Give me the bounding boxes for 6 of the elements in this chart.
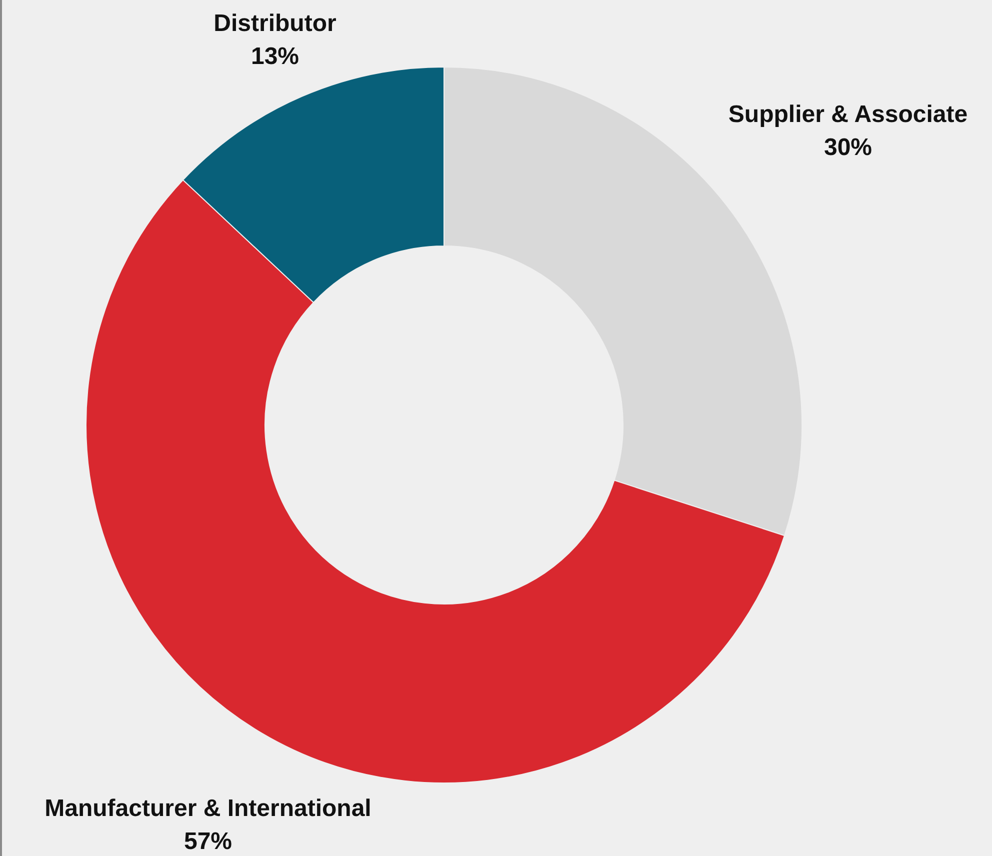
- slice-label: Manufacturer & International: [44, 795, 372, 822]
- data-label: 13%: [250, 43, 300, 70]
- slice-label: Supplier & Associate: [728, 101, 968, 128]
- data-label: 57%: [184, 828, 232, 855]
- data-label: 30%: [824, 134, 872, 161]
- slice-label: Distributor: [214, 10, 336, 37]
